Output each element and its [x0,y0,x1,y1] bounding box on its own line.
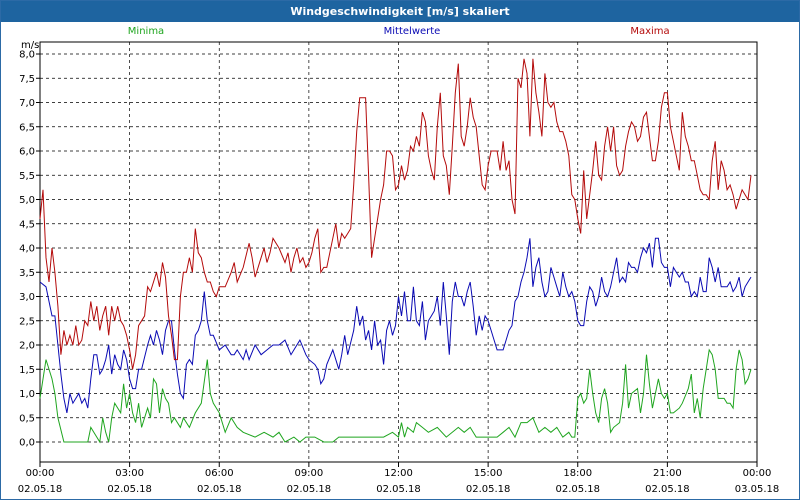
x-tick-date: 02.05.18 [376,484,421,495]
y-tick-label: 8,0 [19,50,35,61]
x-tick-date: 03.05.18 [735,484,780,495]
y-axis-label: m/s [21,40,39,51]
y-axis-ticks: 0,0 0,5 1,0 1,5 2,0 2,5 3,0 3,5 4,0 4,5 5,0 5,5 6,0 6… [19,50,40,449]
x-tick-date: 02.05.18 [197,484,242,495]
legend-mittelwerte: Mittelwerte [384,26,441,37]
series-line-mittelwerte [39,237,752,414]
x-axis-ticks: 00:00 02.05.18 03:00 02.05.18 06:00 02.05.18 0… [18,462,780,495]
x-tick-time: 00:00 [743,468,772,479]
y-tick-label: 6,0 [19,147,35,158]
x-tick-time: 18:00 [563,468,592,479]
x-tick-time: 03:00 [115,468,144,479]
x-tick-time: 15:00 [474,468,503,479]
y-tick-label: 2,0 [19,341,35,352]
x-tick-time: 12:00 [384,468,413,479]
y-tick-label: 7,5 [19,74,35,85]
x-tick-time: 21:00 [653,468,682,479]
chart: m/s 0,0 0,5 1,0 1,5 2,0 2,5 3,0 3,5 4,0 4,5 5,0 5,5… [18,26,780,495]
y-tick-label: 7,0 [19,98,35,109]
x-tick-date: 02.05.18 [555,484,600,495]
y-tick-label: 4,5 [19,219,35,230]
y-tick-label: 6,5 [19,122,35,133]
x-tick-date: 02.05.18 [645,484,690,495]
x-tick-date: 02.05.18 [18,484,63,495]
y-tick-label: 1,0 [19,389,35,400]
x-tick-time: 09:00 [294,468,323,479]
y-tick-label: 0,0 [19,438,35,449]
series-line-minima [39,348,752,444]
window-title: Windgeschwindigkeit [m/s] skaliert [1,1,799,22]
x-tick-date: 02.05.18 [466,484,511,495]
series-line-maxima [39,58,752,370]
x-tick-time: 06:00 [205,468,234,479]
x-tick-date: 02.05.18 [107,484,152,495]
y-tick-label: 3,0 [19,292,35,303]
x-tick-time: 00:00 [26,468,55,479]
legend: Minima Mittelwerte Maxima [128,26,670,37]
x-tick-date: 02.05.18 [287,484,332,495]
y-tick-label: 0,5 [19,413,35,424]
legend-minima: Minima [128,26,164,37]
y-tick-label: 2,5 [19,316,35,327]
y-tick-label: 5,5 [19,171,35,182]
grid-lines [40,42,757,462]
series-lines [39,58,752,444]
y-tick-label: 5,0 [19,195,35,206]
legend-maxima: Maxima [630,26,669,37]
y-tick-label: 1,5 [19,365,35,376]
y-tick-label: 4,0 [19,244,35,255]
y-tick-label: 3,5 [19,268,35,279]
